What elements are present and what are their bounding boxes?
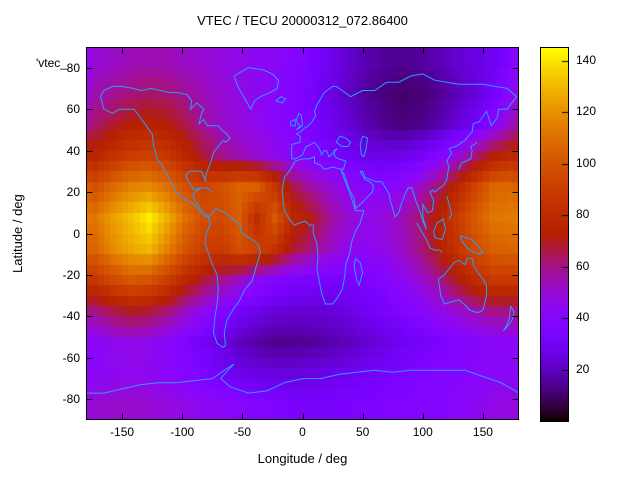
coastline-cuba xyxy=(200,187,213,193)
coastline-north-america xyxy=(99,85,232,218)
y-tick-label: -60 xyxy=(62,350,80,365)
x-tick-label: -150 xyxy=(110,425,135,439)
x-tick-label: -50 xyxy=(233,425,252,439)
coastline-eurasia xyxy=(291,73,518,230)
y-tick-label: -20 xyxy=(62,267,80,282)
coastline-sumatra-java xyxy=(416,222,443,253)
x-tick-label: 0 xyxy=(299,425,306,439)
y-tick-label: 80 xyxy=(66,60,80,75)
coastline-philippines xyxy=(446,196,453,220)
x-tick-label: -100 xyxy=(170,425,195,439)
coastline-iceland xyxy=(275,96,287,104)
colorbar-tick-label: 120 xyxy=(576,104,597,119)
coastline-new-guinea xyxy=(459,235,484,255)
colorbar-tick-label: 60 xyxy=(576,258,590,273)
y-tick-label: 60 xyxy=(66,102,80,117)
x-axis-label: Longitude / deg xyxy=(257,451,348,466)
coastline-south-america xyxy=(204,207,261,349)
x-tick-label: 100 xyxy=(412,425,433,439)
key-label: 'vtec_ xyxy=(36,56,67,70)
colorbar-tick-label: 100 xyxy=(576,155,597,170)
x-tick-label: 50 xyxy=(355,425,370,439)
y-tick-label: 20 xyxy=(66,185,80,200)
coastline-madagascar xyxy=(353,258,364,287)
coastline-africa xyxy=(281,156,365,305)
coastline-antarctica xyxy=(86,363,519,394)
coastline-australia xyxy=(437,257,487,313)
y-tick-label: -80 xyxy=(62,392,80,407)
coastline-caspian-sea xyxy=(359,135,368,158)
colorbar-tick-label: 140 xyxy=(576,52,597,67)
plot-border xyxy=(86,47,519,420)
coastline-new-zealand xyxy=(502,305,515,332)
colorbar xyxy=(540,47,569,422)
x-tick-label: 150 xyxy=(472,425,493,439)
colorbar-tick-label: 80 xyxy=(576,207,590,222)
coastline-ireland xyxy=(290,118,296,127)
coastline-japan xyxy=(458,141,478,170)
y-tick-label: 40 xyxy=(66,143,80,158)
coastline-greenland xyxy=(233,67,279,111)
coastline-black-sea xyxy=(335,135,352,147)
coastline-borneo xyxy=(433,218,447,241)
heatmap-canvas xyxy=(86,47,519,420)
colorbar-tick-label: 20 xyxy=(576,361,590,376)
y-tick-label: -40 xyxy=(62,309,80,324)
colorbar-tick-label: 40 xyxy=(576,310,590,325)
y-tick-label: 0 xyxy=(73,226,80,241)
coastline-great-britain xyxy=(295,112,304,131)
plot-title: VTEC / TECU 20000312_072.86400 xyxy=(197,13,408,28)
coastline-overlay xyxy=(86,47,519,420)
y-axis-label: Latitude / deg xyxy=(10,194,25,273)
